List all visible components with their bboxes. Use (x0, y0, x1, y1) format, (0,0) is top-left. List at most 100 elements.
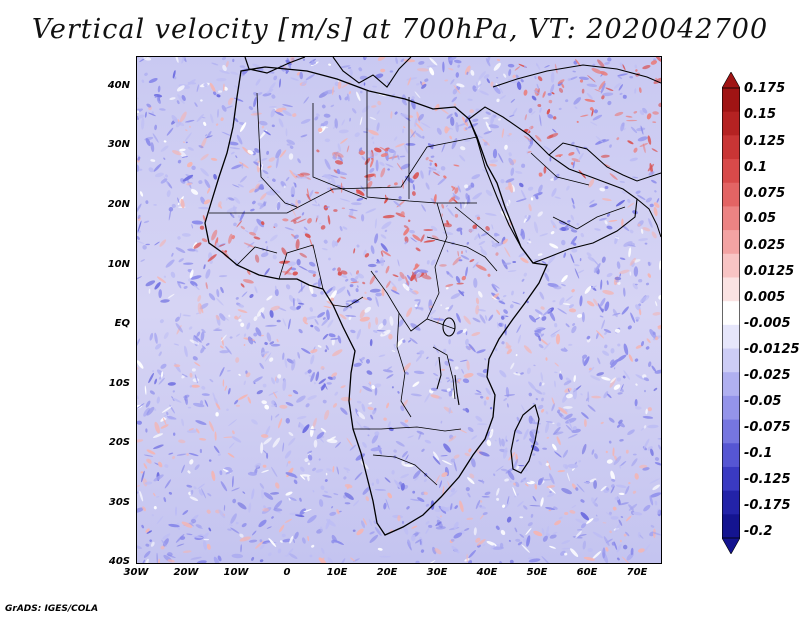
velocity-speckle-dot (653, 202, 660, 208)
velocity-speckle-dot (550, 71, 555, 83)
velocity-speckle-dot (403, 225, 409, 229)
velocity-speckle-dot (434, 548, 442, 555)
velocity-speckle-dot (508, 539, 511, 542)
velocity-speckle-dot (208, 421, 215, 432)
velocity-speckle-dot (565, 99, 569, 103)
velocity-speckle-dot (194, 249, 199, 253)
velocity-speckle-dot (401, 520, 405, 524)
velocity-speckle-dot (586, 335, 591, 340)
velocity-speckle-dot (168, 523, 180, 528)
velocity-speckle-dot (578, 152, 584, 162)
velocity-speckle-dot (608, 440, 612, 444)
velocity-speckle-dot (554, 63, 558, 74)
velocity-speckle-dot (425, 156, 429, 161)
velocity-speckle-dot (431, 235, 439, 240)
velocity-speckle-dot (512, 301, 521, 305)
velocity-speckle-dot (287, 460, 291, 464)
velocity-speckle-dot (408, 289, 417, 295)
velocity-speckle-dot (235, 521, 239, 525)
velocity-speckle-dot (369, 274, 376, 285)
velocity-speckle-dot (546, 134, 554, 139)
vertical-velocity-field (137, 57, 661, 563)
velocity-speckle-dot (357, 411, 366, 420)
velocity-speckle-dot (292, 271, 298, 276)
velocity-speckle-dot (655, 57, 661, 62)
velocity-speckle-dot (237, 183, 244, 188)
velocity-speckle-dot (285, 491, 293, 496)
velocity-speckle-dot (533, 530, 543, 537)
velocity-speckle-dot (410, 237, 417, 243)
velocity-speckle-dot (153, 474, 164, 482)
velocity-speckle-dot (417, 269, 429, 273)
velocity-speckle-dot (189, 459, 194, 465)
velocity-speckle-dot (471, 174, 481, 180)
velocity-speckle-dot (162, 417, 167, 425)
velocity-speckle-dot (204, 399, 209, 407)
velocity-speckle-dot (534, 389, 543, 395)
velocity-speckle-dot (369, 288, 381, 293)
velocity-speckle-dot (379, 555, 391, 558)
velocity-speckle-dot (215, 412, 219, 417)
velocity-speckle-dot (398, 196, 402, 200)
velocity-speckle-dot (520, 479, 531, 483)
velocity-speckle-dot (407, 77, 412, 86)
velocity-speckle-dot (404, 241, 408, 245)
velocity-speckle-dot (266, 295, 273, 301)
velocity-speckle-dot (362, 486, 371, 495)
velocity-speckle-dot (620, 539, 622, 543)
velocity-speckle-dot (471, 458, 476, 468)
velocity-speckle-dot (561, 415, 565, 419)
velocity-speckle-dot (254, 462, 262, 468)
velocity-speckle-dot (185, 119, 195, 123)
velocity-speckle-dot (175, 316, 180, 322)
velocity-speckle-dot (508, 132, 512, 136)
velocity-speckle-dot (464, 65, 471, 75)
velocity-speckle-dot (271, 377, 275, 385)
velocity-speckle-dot (483, 141, 488, 146)
velocity-speckle-dot (537, 404, 544, 410)
velocity-speckle-dot (512, 74, 516, 79)
velocity-speckle-dot (139, 168, 143, 171)
velocity-speckle-dot (156, 276, 167, 284)
velocity-speckle-dot (571, 141, 575, 146)
velocity-speckle-dot (581, 312, 585, 323)
velocity-speckle-dot (553, 426, 561, 435)
velocity-speckle-dot (514, 493, 519, 498)
velocity-speckle-dot (475, 537, 481, 543)
velocity-speckle-dot (536, 328, 542, 334)
velocity-speckle-dot (372, 408, 377, 415)
chart-title: Vertical velocity [m/s] at 700hPa, VT: 2… (31, 14, 769, 45)
velocity-speckle-dot (213, 556, 220, 563)
velocity-speckle-dot (340, 182, 343, 194)
velocity-speckle-dot (168, 207, 174, 212)
velocity-speckle-dot (239, 65, 246, 68)
velocity-speckle-dot (214, 237, 219, 248)
velocity-speckle-dot (537, 253, 543, 256)
velocity-speckle-dot (154, 124, 158, 131)
velocity-speckle-dot (331, 240, 336, 248)
velocity-speckle-dot (515, 198, 527, 203)
colorbar-label: 0.075 (744, 186, 786, 201)
velocity-speckle-dot (625, 531, 630, 537)
velocity-speckle-dot (454, 187, 459, 194)
velocity-speckle-dot (446, 127, 450, 132)
velocity-speckle-dot (644, 242, 648, 245)
velocity-speckle-dot (338, 94, 342, 101)
velocity-speckle-dot (604, 301, 610, 312)
velocity-speckle-dot (509, 480, 512, 483)
velocity-speckle-dot (420, 549, 425, 553)
velocity-speckle-dot (601, 308, 605, 312)
velocity-speckle-dot (234, 399, 239, 405)
velocity-speckle-dot (217, 453, 221, 456)
velocity-speckle-dot (336, 168, 341, 175)
velocity-speckle-dot (567, 388, 570, 393)
velocity-speckle-dot (481, 479, 484, 484)
velocity-speckle-dot (523, 272, 527, 277)
velocity-speckle-dot (260, 312, 265, 319)
velocity-speckle-dot (206, 130, 212, 138)
velocity-speckle-dot (580, 393, 583, 396)
velocity-speckle-dot (492, 148, 498, 159)
velocity-speckle-dot (654, 369, 661, 374)
velocity-speckle-dot (284, 450, 292, 459)
velocity-speckle-dot (609, 144, 612, 148)
